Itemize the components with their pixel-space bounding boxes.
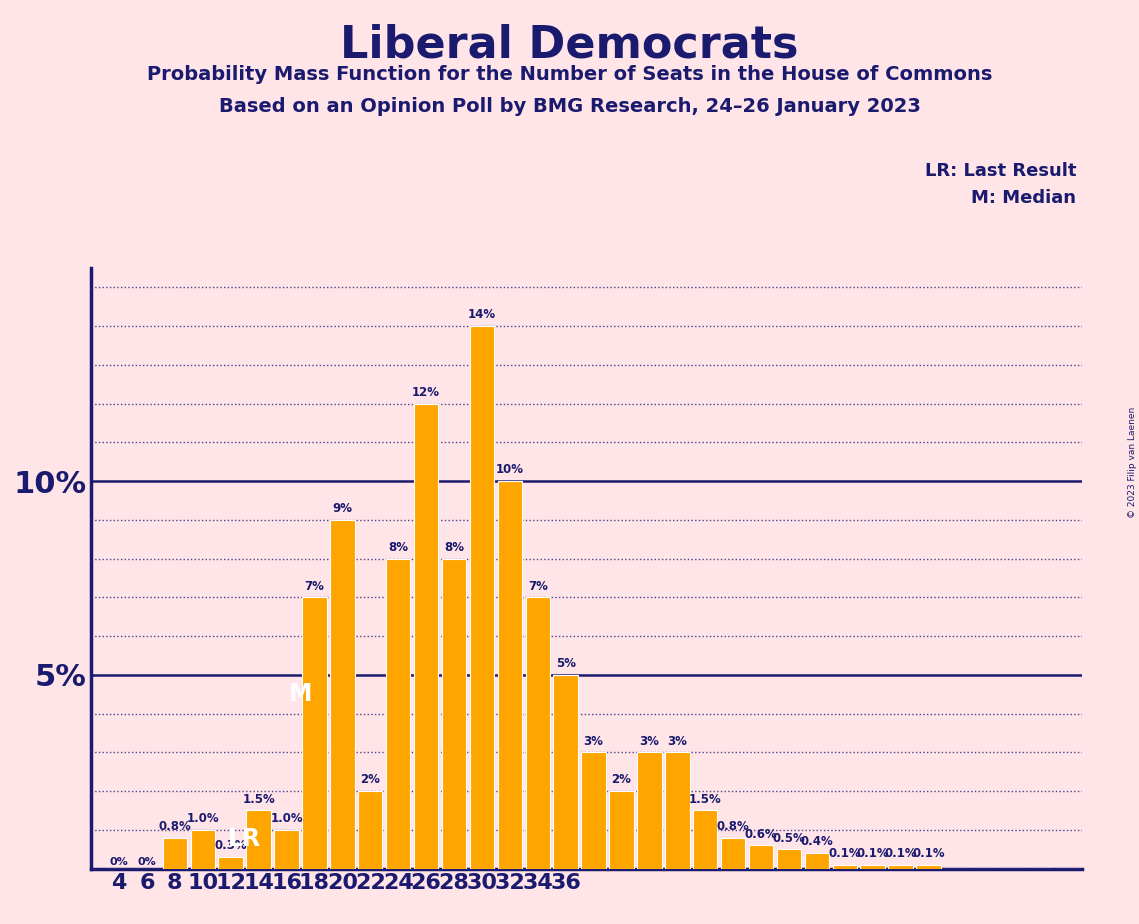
Text: 5%: 5% bbox=[556, 657, 575, 670]
Bar bbox=[302, 597, 327, 869]
Text: 9%: 9% bbox=[333, 502, 352, 516]
Bar bbox=[860, 865, 885, 869]
Text: 0.8%: 0.8% bbox=[158, 820, 191, 833]
Text: © 2023 Filip van Laenen: © 2023 Filip van Laenen bbox=[1128, 407, 1137, 517]
Bar bbox=[581, 752, 606, 869]
Text: 0.1%: 0.1% bbox=[912, 847, 945, 860]
Text: 0.8%: 0.8% bbox=[716, 820, 749, 833]
Text: 10%: 10% bbox=[495, 464, 524, 477]
Bar bbox=[413, 404, 439, 869]
Bar bbox=[246, 810, 271, 869]
Text: LR: Last Result: LR: Last Result bbox=[925, 162, 1076, 179]
Bar bbox=[916, 865, 941, 869]
Text: 0%: 0% bbox=[109, 857, 129, 867]
Text: 1.5%: 1.5% bbox=[243, 793, 274, 806]
Bar bbox=[190, 830, 215, 869]
Bar bbox=[554, 675, 577, 869]
Text: 0.5%: 0.5% bbox=[772, 832, 805, 845]
Bar bbox=[748, 845, 773, 869]
Bar bbox=[330, 520, 354, 869]
Text: 0.3%: 0.3% bbox=[214, 839, 247, 852]
Text: Liberal Democrats: Liberal Democrats bbox=[341, 23, 798, 67]
Text: LR: LR bbox=[228, 827, 261, 851]
Bar bbox=[219, 857, 243, 869]
Text: 8%: 8% bbox=[444, 541, 464, 553]
Text: Based on an Opinion Poll by BMG Research, 24–26 January 2023: Based on an Opinion Poll by BMG Research… bbox=[219, 97, 920, 116]
Text: 0.6%: 0.6% bbox=[745, 828, 778, 841]
Text: 7%: 7% bbox=[527, 579, 548, 592]
Bar bbox=[833, 865, 857, 869]
Text: 0%: 0% bbox=[138, 857, 156, 867]
Text: 1.5%: 1.5% bbox=[689, 793, 722, 806]
Bar bbox=[777, 849, 801, 869]
Bar bbox=[442, 559, 466, 869]
Bar bbox=[609, 791, 633, 869]
Text: M: Median: M: Median bbox=[972, 189, 1076, 207]
Text: 14%: 14% bbox=[468, 309, 495, 322]
Text: 1.0%: 1.0% bbox=[270, 812, 303, 825]
Text: 2%: 2% bbox=[360, 773, 380, 786]
Bar bbox=[525, 597, 550, 869]
Bar bbox=[637, 752, 662, 869]
Text: 0.1%: 0.1% bbox=[884, 847, 917, 860]
Text: 3%: 3% bbox=[639, 735, 659, 748]
Text: 7%: 7% bbox=[304, 579, 325, 592]
Text: 12%: 12% bbox=[412, 386, 440, 399]
Text: 2%: 2% bbox=[612, 773, 631, 786]
Text: 0.4%: 0.4% bbox=[801, 835, 834, 848]
Text: M: M bbox=[289, 682, 312, 706]
Bar bbox=[693, 810, 718, 869]
Bar bbox=[386, 559, 410, 869]
Bar bbox=[163, 837, 187, 869]
Bar bbox=[721, 837, 745, 869]
Bar bbox=[469, 326, 494, 869]
Text: 0.1%: 0.1% bbox=[857, 847, 890, 860]
Text: 0.1%: 0.1% bbox=[828, 847, 861, 860]
Bar bbox=[804, 853, 829, 869]
Text: 3%: 3% bbox=[667, 735, 687, 748]
Bar bbox=[358, 791, 383, 869]
Bar bbox=[665, 752, 689, 869]
Bar bbox=[498, 481, 522, 869]
Bar bbox=[888, 865, 912, 869]
Text: 1.0%: 1.0% bbox=[187, 812, 219, 825]
Bar bbox=[274, 830, 298, 869]
Text: 3%: 3% bbox=[583, 735, 604, 748]
Text: 8%: 8% bbox=[388, 541, 408, 553]
Text: Probability Mass Function for the Number of Seats in the House of Commons: Probability Mass Function for the Number… bbox=[147, 65, 992, 84]
